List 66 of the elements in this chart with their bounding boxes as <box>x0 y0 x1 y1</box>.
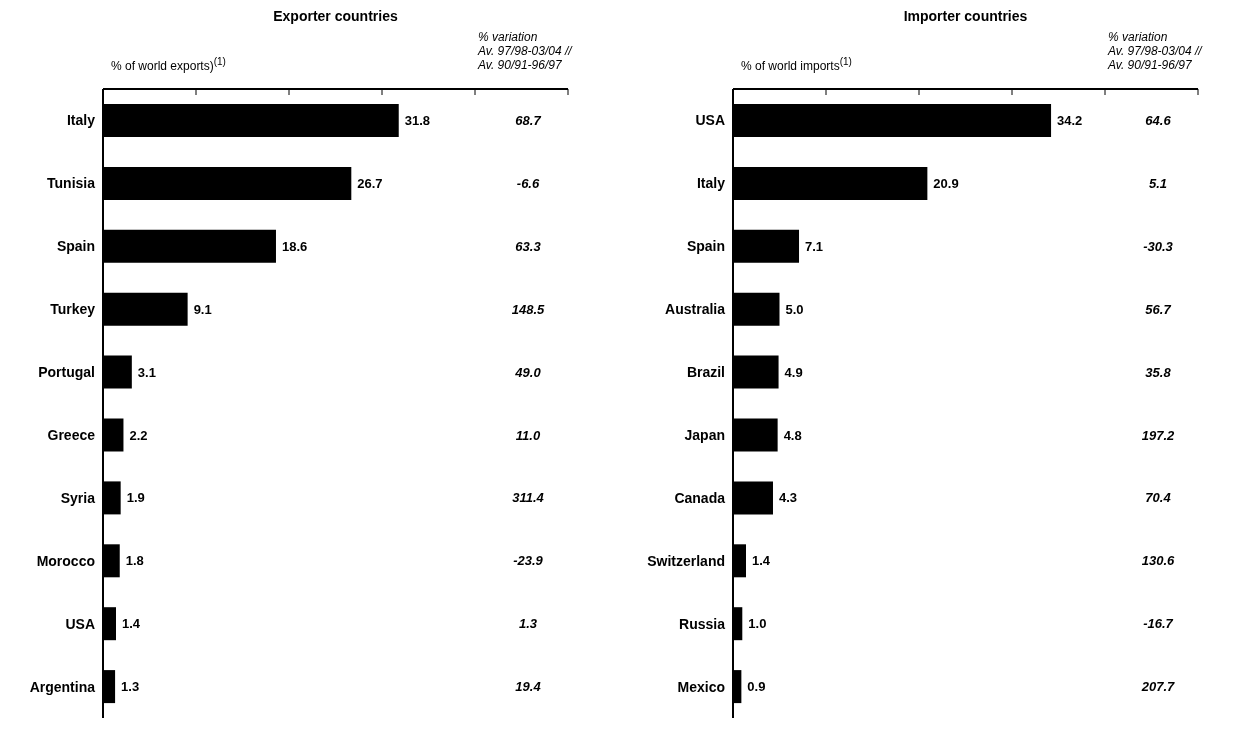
data-label: 1.0 <box>748 616 767 632</box>
y-tick-label: Brazil <box>686 364 725 381</box>
data-label: 5.0 <box>785 301 804 317</box>
data-label: 31.8 <box>404 113 431 128</box>
data-label: 7.1 <box>805 238 824 254</box>
y-tick-label: Italy <box>696 175 726 192</box>
y-tick-label: Portugal <box>38 364 95 381</box>
data-label: 1.4 <box>122 616 141 632</box>
annotation: 197.2 <box>1141 427 1176 443</box>
chart-title: Importer countries <box>903 8 1028 24</box>
annotation: 35.8 <box>1145 364 1172 380</box>
data-label: 1.8 <box>125 553 144 569</box>
annotation: 68.7 <box>515 113 542 128</box>
annotation: 19.4 <box>515 679 542 695</box>
annotation: 148.5 <box>511 301 546 317</box>
annotation: -23.9 <box>513 553 544 569</box>
y-tick-label: Mexico <box>677 678 725 695</box>
y-tick-label: Japan <box>684 426 725 443</box>
annotation: 130.6 <box>1141 553 1176 569</box>
data-label: 1.4 <box>752 553 771 569</box>
annotation: 49.0 <box>514 364 542 380</box>
data-label: 4.8 <box>783 427 802 443</box>
data-label: 20.9 <box>933 175 959 191</box>
y-tick-label: Morocco <box>36 552 95 569</box>
annotation: 63.3 <box>515 238 542 254</box>
y-tick-label: Russia <box>679 615 726 632</box>
annotation: 311.4 <box>512 490 545 506</box>
chart-title: Exporter countries <box>273 8 398 24</box>
data-label: 4.9 <box>784 364 803 380</box>
text: % variation Av. 97/98-03/04 // Av. 90/91-96/97 <box>1108 30 1202 72</box>
annotation: 64.6 <box>1145 113 1172 128</box>
y-tick-label: Australia <box>665 301 726 318</box>
data-label: 2.2 <box>129 427 148 443</box>
x-axis-title: % of world imports$^{(1)}$ <box>741 56 852 73</box>
data-label: 34.2 <box>1057 113 1083 128</box>
annotation: 56.7 <box>1145 301 1172 317</box>
data-label: 1.3 <box>121 679 140 695</box>
y-tick-label: Spain <box>686 238 725 255</box>
y-tick-label: Syria <box>60 489 96 506</box>
text: % variation Av. 97/98-03/04 // Av. 90/91-96/97 <box>478 30 572 72</box>
annotation: -6.6 <box>516 175 540 191</box>
y-tick-label: Tunisia <box>47 175 96 192</box>
data-label: 0.9 <box>747 679 766 695</box>
annotation: 1.3 <box>518 616 538 632</box>
y-tick-label: USA <box>65 615 95 632</box>
data-label: 4.3 <box>778 490 798 506</box>
data-label: 3.1 <box>137 364 156 380</box>
y-tick-label: USA <box>695 112 725 129</box>
y-tick-label: Italy <box>66 112 96 129</box>
y-tick-label: Argentina <box>29 678 96 695</box>
annotation: 11.0 <box>515 427 541 443</box>
y-tick-label: Canada <box>674 489 726 506</box>
data-label: 26.7 <box>357 175 383 191</box>
annotation: -30.3 <box>1143 238 1174 254</box>
annotation: 70.4 <box>1145 490 1172 506</box>
data-label: 1.9 <box>126 490 145 506</box>
y-tick-label: Switzerland <box>647 552 725 569</box>
y-tick-label: Greece <box>47 426 96 443</box>
annotation: 5.1 <box>1148 175 1168 191</box>
annotation: 207.7 <box>1140 679 1176 695</box>
annotation: -16.7 <box>1143 616 1174 632</box>
x-axis-title: % of world exports)$^{(1)}$ <box>111 56 226 73</box>
y-tick-label: Turkey <box>50 301 96 318</box>
y-tick-label: Spain <box>56 238 95 255</box>
data-label: 9.1 <box>193 301 212 317</box>
data-label: 18.6 <box>281 238 308 254</box>
